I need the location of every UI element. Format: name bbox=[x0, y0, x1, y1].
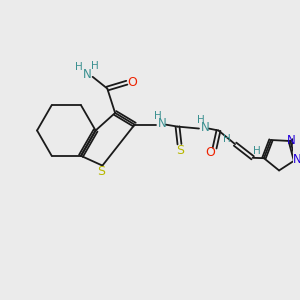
Text: N: N bbox=[293, 153, 300, 166]
Text: S: S bbox=[98, 165, 105, 178]
Text: N: N bbox=[158, 117, 166, 130]
Text: H: H bbox=[154, 111, 162, 121]
Text: O: O bbox=[128, 76, 138, 89]
Text: N: N bbox=[287, 134, 296, 146]
Text: H: H bbox=[91, 61, 98, 71]
Text: N: N bbox=[82, 68, 91, 81]
Text: N: N bbox=[200, 121, 209, 134]
Text: H: H bbox=[197, 115, 205, 125]
Text: H: H bbox=[224, 134, 231, 144]
Text: H: H bbox=[253, 146, 260, 156]
Text: S: S bbox=[176, 145, 184, 158]
Text: H: H bbox=[75, 62, 83, 72]
Text: O: O bbox=[205, 146, 215, 159]
